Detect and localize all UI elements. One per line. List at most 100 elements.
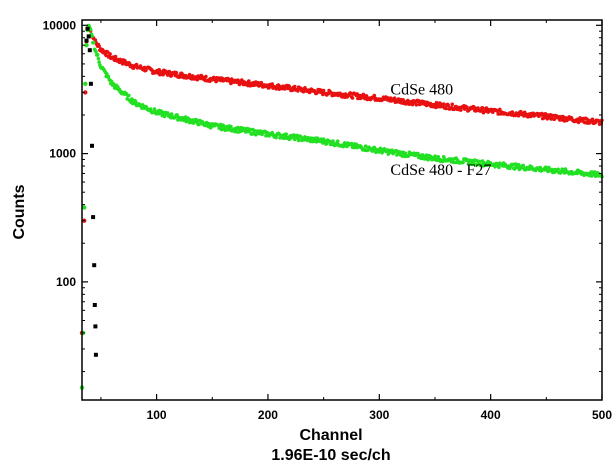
data-point — [157, 68, 161, 72]
data-point — [497, 165, 501, 170]
data-point — [459, 108, 463, 112]
x-tick-label: 300 — [369, 408, 389, 422]
data-point — [108, 52, 112, 56]
data-point — [223, 128, 228, 132]
data-point — [372, 93, 377, 98]
data-point — [88, 81, 93, 86]
y-tick-label: 100 — [56, 275, 76, 289]
data-point — [552, 117, 557, 121]
y-tick-label: 10000 — [43, 18, 77, 32]
data-point — [134, 100, 138, 104]
data-point — [85, 26, 90, 31]
data-point — [84, 38, 89, 43]
series-label-cdse-480-f27: CdSe 480 - F27 — [390, 162, 491, 179]
x-axis-title: Channel — [299, 427, 362, 444]
x-axis-subtitle: 1.96E-10 sec/ch — [271, 447, 390, 464]
data-point — [370, 149, 375, 153]
data-point — [229, 124, 233, 129]
data-point — [83, 90, 88, 95]
data-point — [174, 70, 179, 75]
data-point — [446, 103, 451, 108]
series-cdse-480-f27-points — [79, 23, 604, 390]
data-point — [284, 132, 289, 136]
data-point — [95, 53, 100, 57]
data-point — [105, 72, 109, 76]
data-point — [270, 82, 275, 86]
data-point — [331, 139, 335, 143]
data-point — [90, 143, 94, 148]
data-point — [127, 61, 132, 66]
data-point — [84, 43, 89, 48]
data-point — [256, 80, 261, 85]
data-point — [94, 49, 98, 54]
data-point — [92, 303, 97, 307]
data-point — [106, 74, 111, 79]
instrument-response-points — [84, 26, 98, 357]
data-point — [450, 102, 455, 107]
x-tick-label: 100 — [147, 408, 167, 422]
y-axis-title: Counts — [11, 184, 28, 239]
data-point — [590, 117, 595, 122]
data-point — [461, 160, 465, 165]
data-point — [162, 114, 167, 119]
data-point — [86, 34, 91, 39]
data-point — [293, 84, 297, 89]
data-point — [134, 62, 139, 67]
data-point — [175, 113, 179, 117]
data-point — [167, 69, 172, 74]
data-point — [510, 110, 515, 114]
data-point — [556, 167, 560, 172]
data-point — [90, 34, 94, 38]
data-point — [204, 74, 208, 79]
data-point — [130, 97, 134, 101]
data-point — [363, 144, 368, 148]
data-point — [197, 122, 201, 127]
data-point — [301, 89, 306, 94]
data-point — [480, 106, 485, 110]
plot-frame — [81, 19, 603, 401]
series-cdse-480-points — [79, 24, 604, 336]
data-point — [97, 44, 101, 48]
data-point — [350, 96, 355, 100]
data-point — [83, 81, 88, 87]
x-tick-label: 500 — [592, 408, 612, 422]
data-point — [96, 56, 101, 61]
data-point — [169, 73, 174, 78]
axis-ticks: 100 200 300 400 500 100 1000 10000 — [43, 18, 613, 422]
data-point — [169, 112, 174, 116]
data-point — [321, 88, 326, 93]
data-point — [444, 106, 448, 111]
data-point — [187, 72, 192, 77]
data-point — [465, 105, 469, 110]
data-point — [252, 128, 257, 133]
data-point — [441, 102, 446, 106]
data-point — [335, 139, 340, 143]
data-point — [414, 103, 419, 107]
data-point — [93, 352, 98, 357]
data-point — [148, 107, 153, 111]
data-point — [93, 324, 98, 329]
data-point — [541, 116, 546, 120]
data-point — [82, 205, 87, 210]
data-point — [521, 163, 525, 168]
data-point — [152, 107, 157, 111]
data-point — [433, 154, 437, 158]
data-point — [88, 27, 93, 32]
data-point — [87, 48, 92, 53]
data-point — [420, 153, 425, 157]
data-point — [91, 40, 96, 45]
x-tick-label: 200 — [258, 408, 278, 422]
data-point — [91, 215, 96, 220]
series-label-cdse-480: CdSe 480 — [390, 81, 453, 98]
data-point — [254, 132, 259, 136]
data-point — [92, 263, 97, 268]
y-tick-label: 1000 — [49, 147, 76, 161]
data-point — [416, 99, 421, 103]
data-point — [477, 159, 482, 164]
data-point — [97, 60, 101, 64]
data-point — [274, 135, 278, 140]
plot-marks — [79, 23, 604, 390]
data-point — [296, 138, 301, 143]
data-point — [516, 162, 521, 167]
